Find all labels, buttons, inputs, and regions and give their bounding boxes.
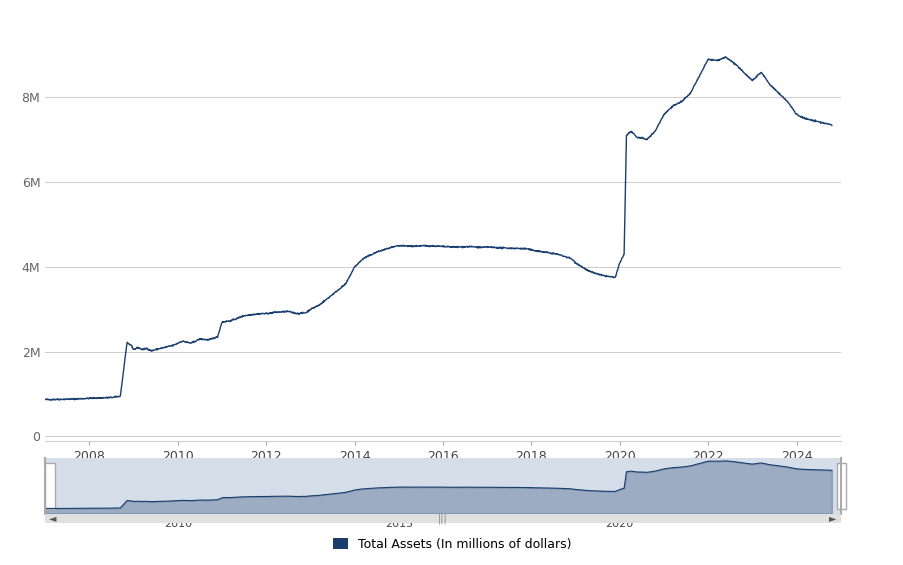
Text: ►: ► [828, 514, 836, 523]
Legend: Total Assets (In millions of dollars): Total Assets (In millions of dollars) [328, 533, 575, 556]
FancyBboxPatch shape [45, 463, 55, 508]
Text: ◄: ◄ [49, 514, 57, 523]
Text: |||: ||| [438, 513, 447, 524]
FancyBboxPatch shape [836, 463, 845, 508]
